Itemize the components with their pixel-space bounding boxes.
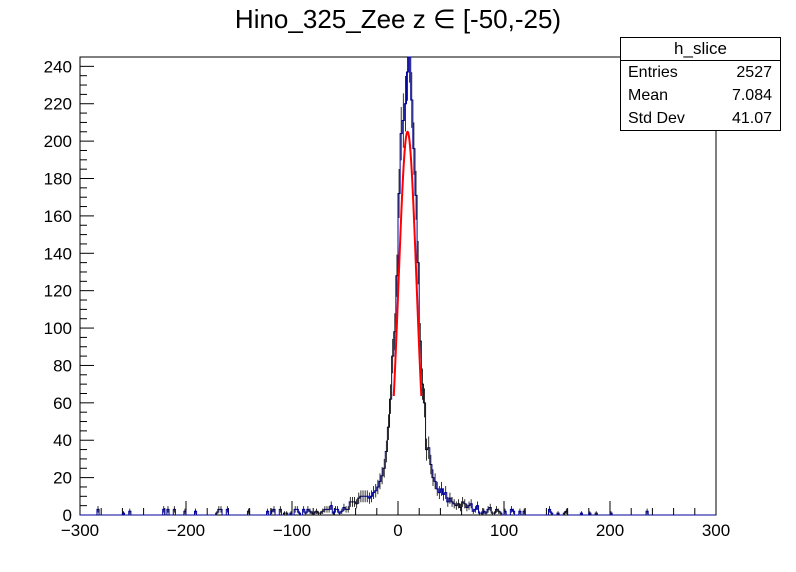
stats-row-std-dev: Std Dev 41.07: [621, 107, 780, 130]
stats-row-entries: Entries 2527: [621, 61, 780, 84]
y-tick-label: 60: [53, 394, 72, 413]
x-tick-label: 100: [490, 521, 518, 540]
y-tick-label: 240: [44, 57, 72, 76]
x-tick-label: −100: [273, 521, 311, 540]
stats-row-mean: Mean 7.084: [621, 84, 780, 107]
y-tick-label: 120: [44, 282, 72, 301]
y-tick-label: 220: [44, 95, 72, 114]
stats-label-entries: Entries: [628, 64, 678, 81]
y-axis: 0 20 40 60 80 100 120 140 160 180 200 220 240: [44, 56, 94, 525]
histogram-series: [80, 56, 716, 516]
y-tick-label: 140: [44, 244, 72, 263]
x-tick-label: 200: [596, 521, 624, 540]
y-tick-label: 80: [53, 356, 72, 375]
y-tick-label: 40: [53, 431, 72, 450]
x-axis: −300 −200 −100 0 100 200 300: [61, 501, 730, 540]
x-tick-label: −200: [167, 521, 205, 540]
y-tick-label: 100: [44, 319, 72, 338]
chart-title: Hino_325_Zee z ∈ [-50,-25): [234, 4, 562, 34]
y-tick-label: 200: [44, 132, 72, 151]
stats-box: h_slice Entries 2527 Mean 7.084 Std Dev …: [620, 37, 781, 131]
y-tick-label: 160: [44, 207, 72, 226]
histogram-outline: [80, 56, 716, 516]
y-tick-label: 20: [53, 469, 72, 488]
stats-value-entries: 2527: [736, 64, 772, 81]
stats-value-mean: 7.084: [731, 87, 772, 104]
fit-curve-path: [392, 130, 423, 397]
stats-value-std-dev: 41.07: [731, 110, 772, 127]
gaussian-fit-curve: [392, 130, 423, 397]
y-tick-label: 180: [44, 170, 72, 189]
x-tick-label: 300: [702, 521, 730, 540]
stats-box-name: h_slice: [621, 38, 780, 61]
stats-label-mean: Mean: [628, 87, 669, 104]
stats-label-std-dev: Std Dev: [628, 110, 685, 127]
x-tick-label: 0: [393, 521, 402, 540]
x-tick-label: −300: [61, 521, 99, 540]
y-tick-label: 0: [63, 506, 72, 525]
